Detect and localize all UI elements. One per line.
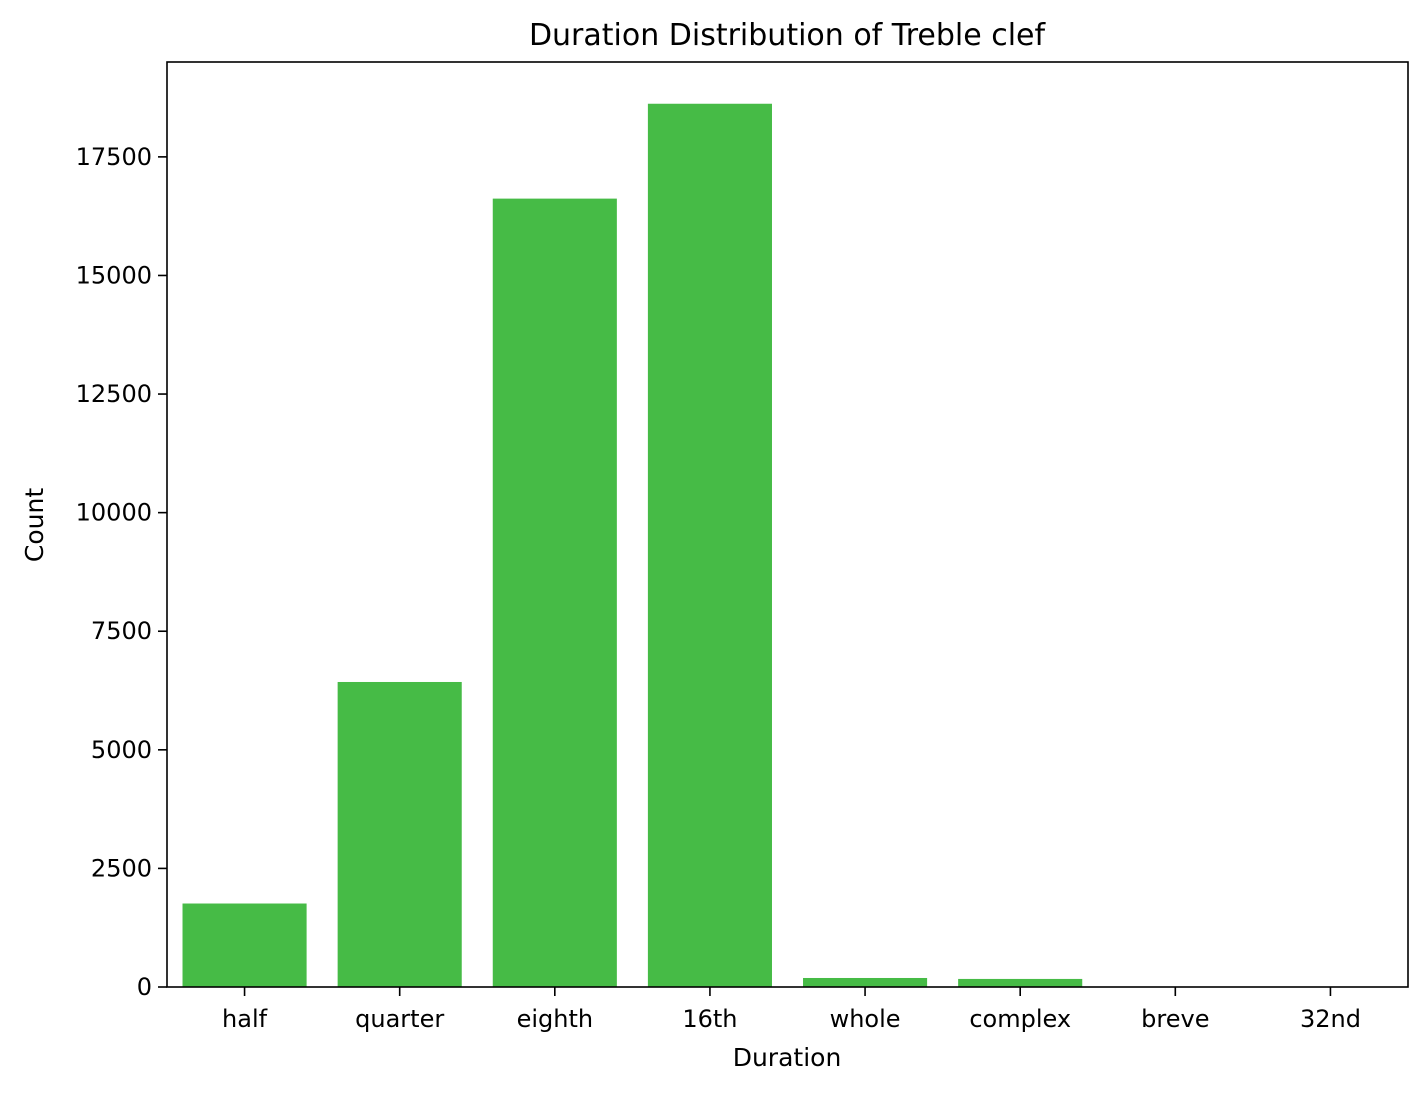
x-tick-label: eighth: [517, 1005, 594, 1033]
bar-whole: [803, 977, 928, 987]
bar-quarter: [337, 681, 462, 987]
y-tick-label: 10000: [76, 499, 152, 527]
y-tick-label: 12500: [76, 380, 152, 408]
x-tick-label: 16th: [682, 1005, 737, 1033]
x-tick-label: 32nd: [1300, 1005, 1361, 1033]
bar-half: [182, 903, 307, 987]
plot-frame: [166, 61, 1409, 988]
y-axis-label: Count: [20, 488, 49, 562]
x-axis-label: Duration: [733, 1043, 842, 1072]
chart-title: Duration Distribution of Treble clef: [529, 18, 1047, 53]
y-tick-label: 5000: [91, 736, 152, 764]
y-tick-label: 0: [137, 973, 152, 1001]
bar-16th: [647, 103, 772, 987]
y-tick-label: 17500: [76, 143, 152, 171]
x-tick-label: complex: [969, 1005, 1071, 1033]
bars-group: [182, 103, 1393, 988]
x-tick-label: quarter: [355, 1005, 444, 1033]
x-axis-ticks: half quarter eighth 16th whole complex breve 32…: [222, 987, 1361, 1033]
bar-eighth: [492, 198, 617, 988]
y-tick-label: 2500: [91, 854, 152, 882]
y-axis-ticks: 0 2500 5000 7500 10000 12500 15000 17500: [76, 143, 167, 1001]
x-tick-label: whole: [830, 1005, 901, 1033]
y-tick-label: 7500: [91, 617, 152, 645]
x-tick-label: breve: [1141, 1005, 1209, 1033]
y-tick-label: 15000: [76, 261, 152, 289]
bar-complex: [958, 978, 1083, 987]
x-tick-label: half: [222, 1005, 268, 1033]
